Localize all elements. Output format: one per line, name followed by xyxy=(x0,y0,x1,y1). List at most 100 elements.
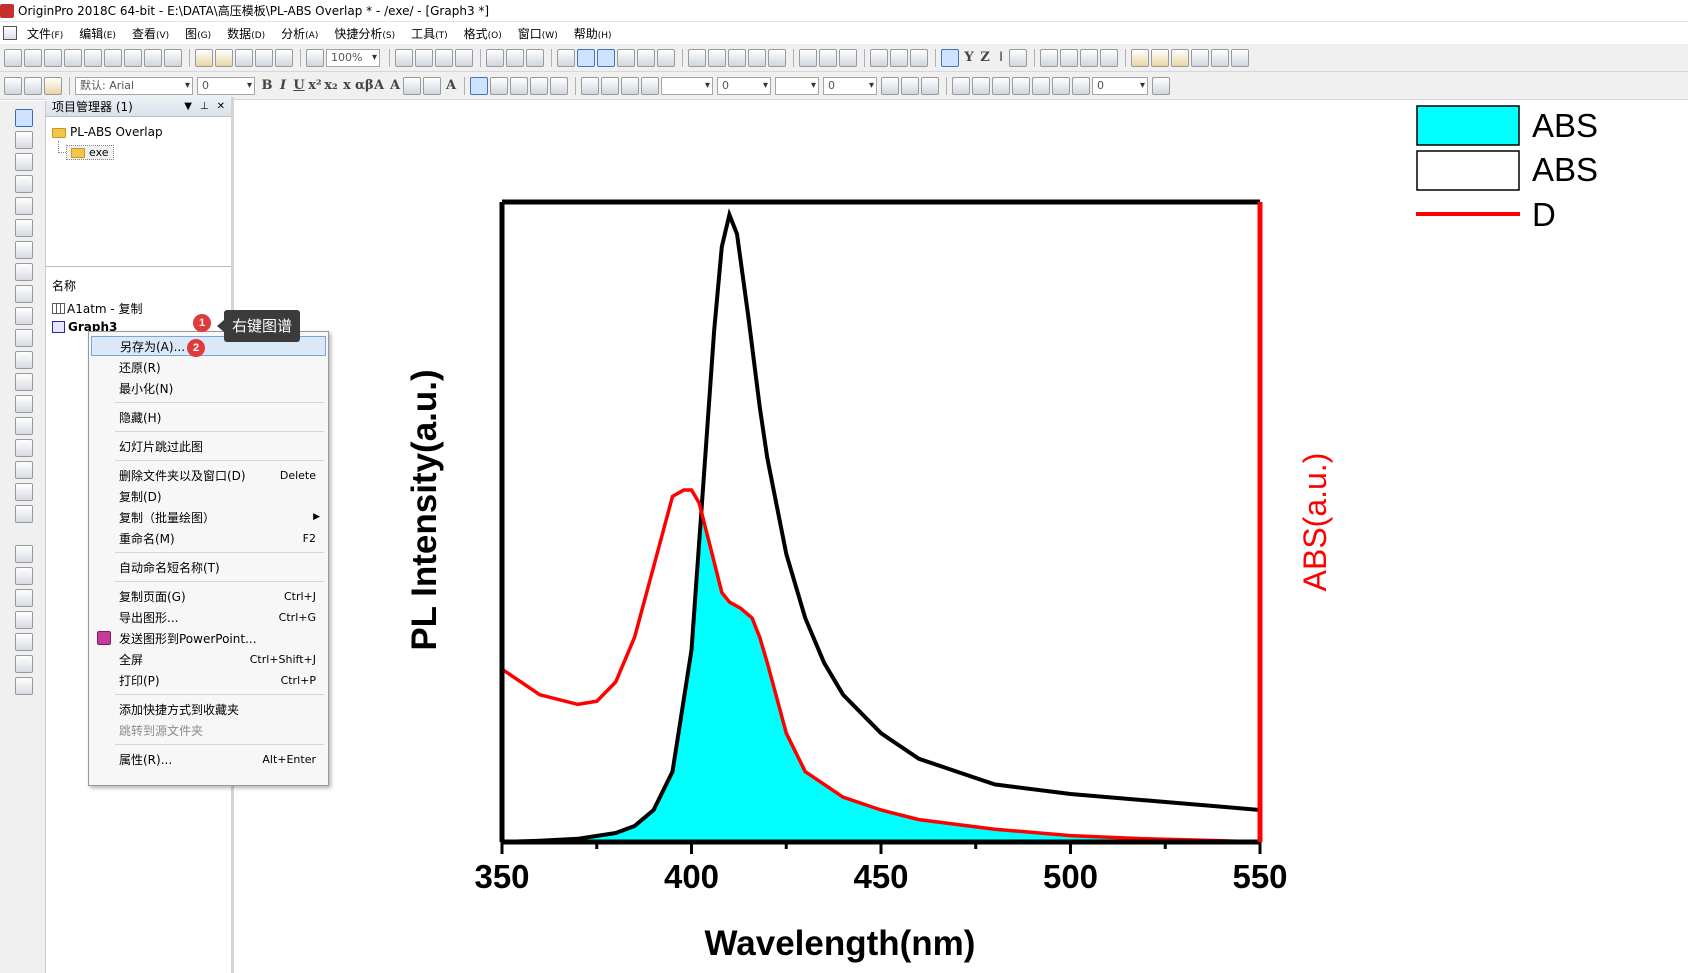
list-item-graph3[interactable]: Graph3 xyxy=(52,320,117,334)
graph-page[interactable]: ABS ABS D 350 400 450 500 550 Wavelength(nm)… xyxy=(237,101,1688,973)
legend-tool-icon[interactable] xyxy=(15,545,33,563)
set-z-icon[interactable]: Z xyxy=(980,50,990,65)
column-plot-icon[interactable] xyxy=(799,48,817,67)
timestamp-tool-icon[interactable] xyxy=(15,611,33,629)
symbol-icon[interactable] xyxy=(641,76,659,95)
mask-tool-icon[interactable] xyxy=(15,263,33,281)
line-width-select[interactable]: 0 xyxy=(717,76,771,95)
save-template-icon[interactable] xyxy=(275,48,293,67)
open-icon[interactable] xyxy=(195,48,213,67)
bar-plot-icon[interactable] xyxy=(819,48,837,67)
decrease-font-icon[interactable]: A xyxy=(389,78,401,93)
clear-filter-icon[interactable] xyxy=(890,48,908,67)
layer-4-icon[interactable] xyxy=(1012,76,1030,95)
layer-6-icon[interactable] xyxy=(1052,76,1070,95)
menu-gadgets[interactable]: 快捷分析(S) xyxy=(334,26,396,41)
set-x-icon[interactable] xyxy=(941,48,959,67)
superscript-icon[interactable]: x² xyxy=(308,78,322,93)
zoom-fit-icon[interactable] xyxy=(597,48,615,67)
tree-root-folder[interactable]: PL-ABS Overlap xyxy=(52,125,163,139)
tree-subfolder-exe[interactable]: exe xyxy=(66,145,114,160)
menu-duplicate[interactable]: 复制(D) xyxy=(119,489,162,504)
new-matrix-icon[interactable] xyxy=(84,48,102,67)
stacked-plot-icon[interactable] xyxy=(839,48,857,67)
symbol-shape-select[interactable] xyxy=(775,76,819,95)
app-5-icon[interactable] xyxy=(1211,48,1229,67)
move-tool-icon[interactable] xyxy=(15,483,33,501)
font-color-icon[interactable]: A xyxy=(445,78,457,93)
recalculate-icon[interactable] xyxy=(306,48,324,67)
set-error-icon[interactable]: ǀ xyxy=(999,50,1003,65)
new-folder-icon[interactable] xyxy=(24,48,42,67)
menu-restore[interactable]: 还原(R) xyxy=(119,360,161,375)
layer-1-icon[interactable] xyxy=(952,76,970,95)
menu-hide[interactable]: 隐藏(H) xyxy=(119,410,162,425)
menu-send-powerpoint[interactable]: 发送图形到PowerPoint... xyxy=(91,628,326,648)
app-4-icon[interactable] xyxy=(1191,48,1209,67)
new-function-icon[interactable] xyxy=(124,48,142,67)
scale-tool-icon[interactable] xyxy=(15,241,33,259)
menu-analysis[interactable]: 分析(A) xyxy=(281,26,319,41)
screen-reader-tool-icon[interactable] xyxy=(15,175,33,193)
hand-tool-icon[interactable] xyxy=(15,417,33,435)
offset-select[interactable]: 0 xyxy=(1092,76,1148,95)
data-cursor-tool-icon[interactable] xyxy=(15,219,33,237)
greek-icon[interactable]: αβ xyxy=(355,78,374,93)
app-6-icon[interactable] xyxy=(1231,48,1249,67)
new-layout-icon[interactable] xyxy=(144,48,162,67)
bold-icon[interactable]: B xyxy=(261,78,273,93)
list-item-workbook[interactable]: A1atm - 复制 xyxy=(52,300,143,317)
text-tool-icon[interactable] xyxy=(15,307,33,325)
menu-add-favorite[interactable]: 添加快捷方式到收藏夹 xyxy=(119,702,240,717)
pointer-tool-icon[interactable] xyxy=(15,109,33,127)
menu-minimize[interactable]: 最小化(N) xyxy=(119,381,174,396)
layer-3-icon[interactable] xyxy=(992,76,1010,95)
fill-pattern-icon[interactable] xyxy=(881,76,899,95)
app-3-icon[interactable] xyxy=(1171,48,1189,67)
print-icon[interactable] xyxy=(395,48,413,67)
zoom-select[interactable]: 100% xyxy=(326,48,380,67)
duplicate-icon[interactable] xyxy=(435,48,453,67)
menu-help[interactable]: 帮助(H) xyxy=(573,26,612,41)
new-graph-icon[interactable] xyxy=(104,48,122,67)
app-2-icon[interactable] xyxy=(1151,48,1169,67)
legend[interactable]: ABS ABS D xyxy=(1416,105,1598,233)
menu-export-graph[interactable]: 导出图形... Ctrl+G xyxy=(119,610,316,625)
results-log-icon[interactable] xyxy=(486,48,504,67)
normalize-icon[interactable] xyxy=(768,48,786,67)
layer-2-icon[interactable] xyxy=(972,76,990,95)
zoom-out-tool-icon[interactable] xyxy=(15,153,33,171)
menu-rename[interactable]: 重命名(M) F2 xyxy=(119,531,316,546)
region-tool-icon[interactable] xyxy=(15,285,33,303)
italic-icon[interactable]: I xyxy=(279,78,287,93)
font-select[interactable]: 默认: Arial xyxy=(75,76,193,95)
save-window-icon[interactable] xyxy=(255,48,273,67)
command-window-icon[interactable] xyxy=(506,48,524,67)
menu-edit[interactable]: 编辑(E) xyxy=(79,26,116,41)
menu-properties[interactable]: 属性(R)... Alt+Enter xyxy=(119,752,316,767)
menu-copy-page[interactable]: 复制页面(G) Ctrl+J xyxy=(119,589,316,604)
set-column-values-icon[interactable] xyxy=(637,48,655,67)
insert-table-tool-icon[interactable] xyxy=(15,329,33,347)
line-style-select[interactable] xyxy=(661,76,713,95)
copy-icon[interactable] xyxy=(24,76,42,95)
layer-5-icon[interactable] xyxy=(1032,76,1050,95)
menu-print[interactable]: 打印(P) Ctrl+P xyxy=(119,673,316,688)
panel-dropdown-icon[interactable]: ▼ xyxy=(184,101,192,112)
menu-window[interactable]: 窗口(W) xyxy=(517,26,558,41)
statistics-icon[interactable] xyxy=(728,48,746,67)
menu-data[interactable]: 数据(D) xyxy=(227,26,266,41)
rectangle-tool-icon[interactable] xyxy=(15,395,33,413)
worksheet-query-icon[interactable] xyxy=(617,48,635,67)
new-project-icon[interactable] xyxy=(4,48,22,67)
symbol-size-select[interactable]: 0 xyxy=(823,76,877,95)
menu-auto-short-name[interactable]: 自动命名短名称(T) xyxy=(119,560,220,575)
distribute-icon[interactable] xyxy=(490,76,508,95)
layer-tool-icon[interactable] xyxy=(15,589,33,607)
app-1-icon[interactable] xyxy=(1131,48,1149,67)
line-color-icon[interactable] xyxy=(621,76,639,95)
font-size-select[interactable]: 0 xyxy=(197,76,255,95)
paste-icon[interactable] xyxy=(44,76,62,95)
align-center-icon[interactable] xyxy=(423,76,441,95)
sum-icon[interactable] xyxy=(708,48,726,67)
